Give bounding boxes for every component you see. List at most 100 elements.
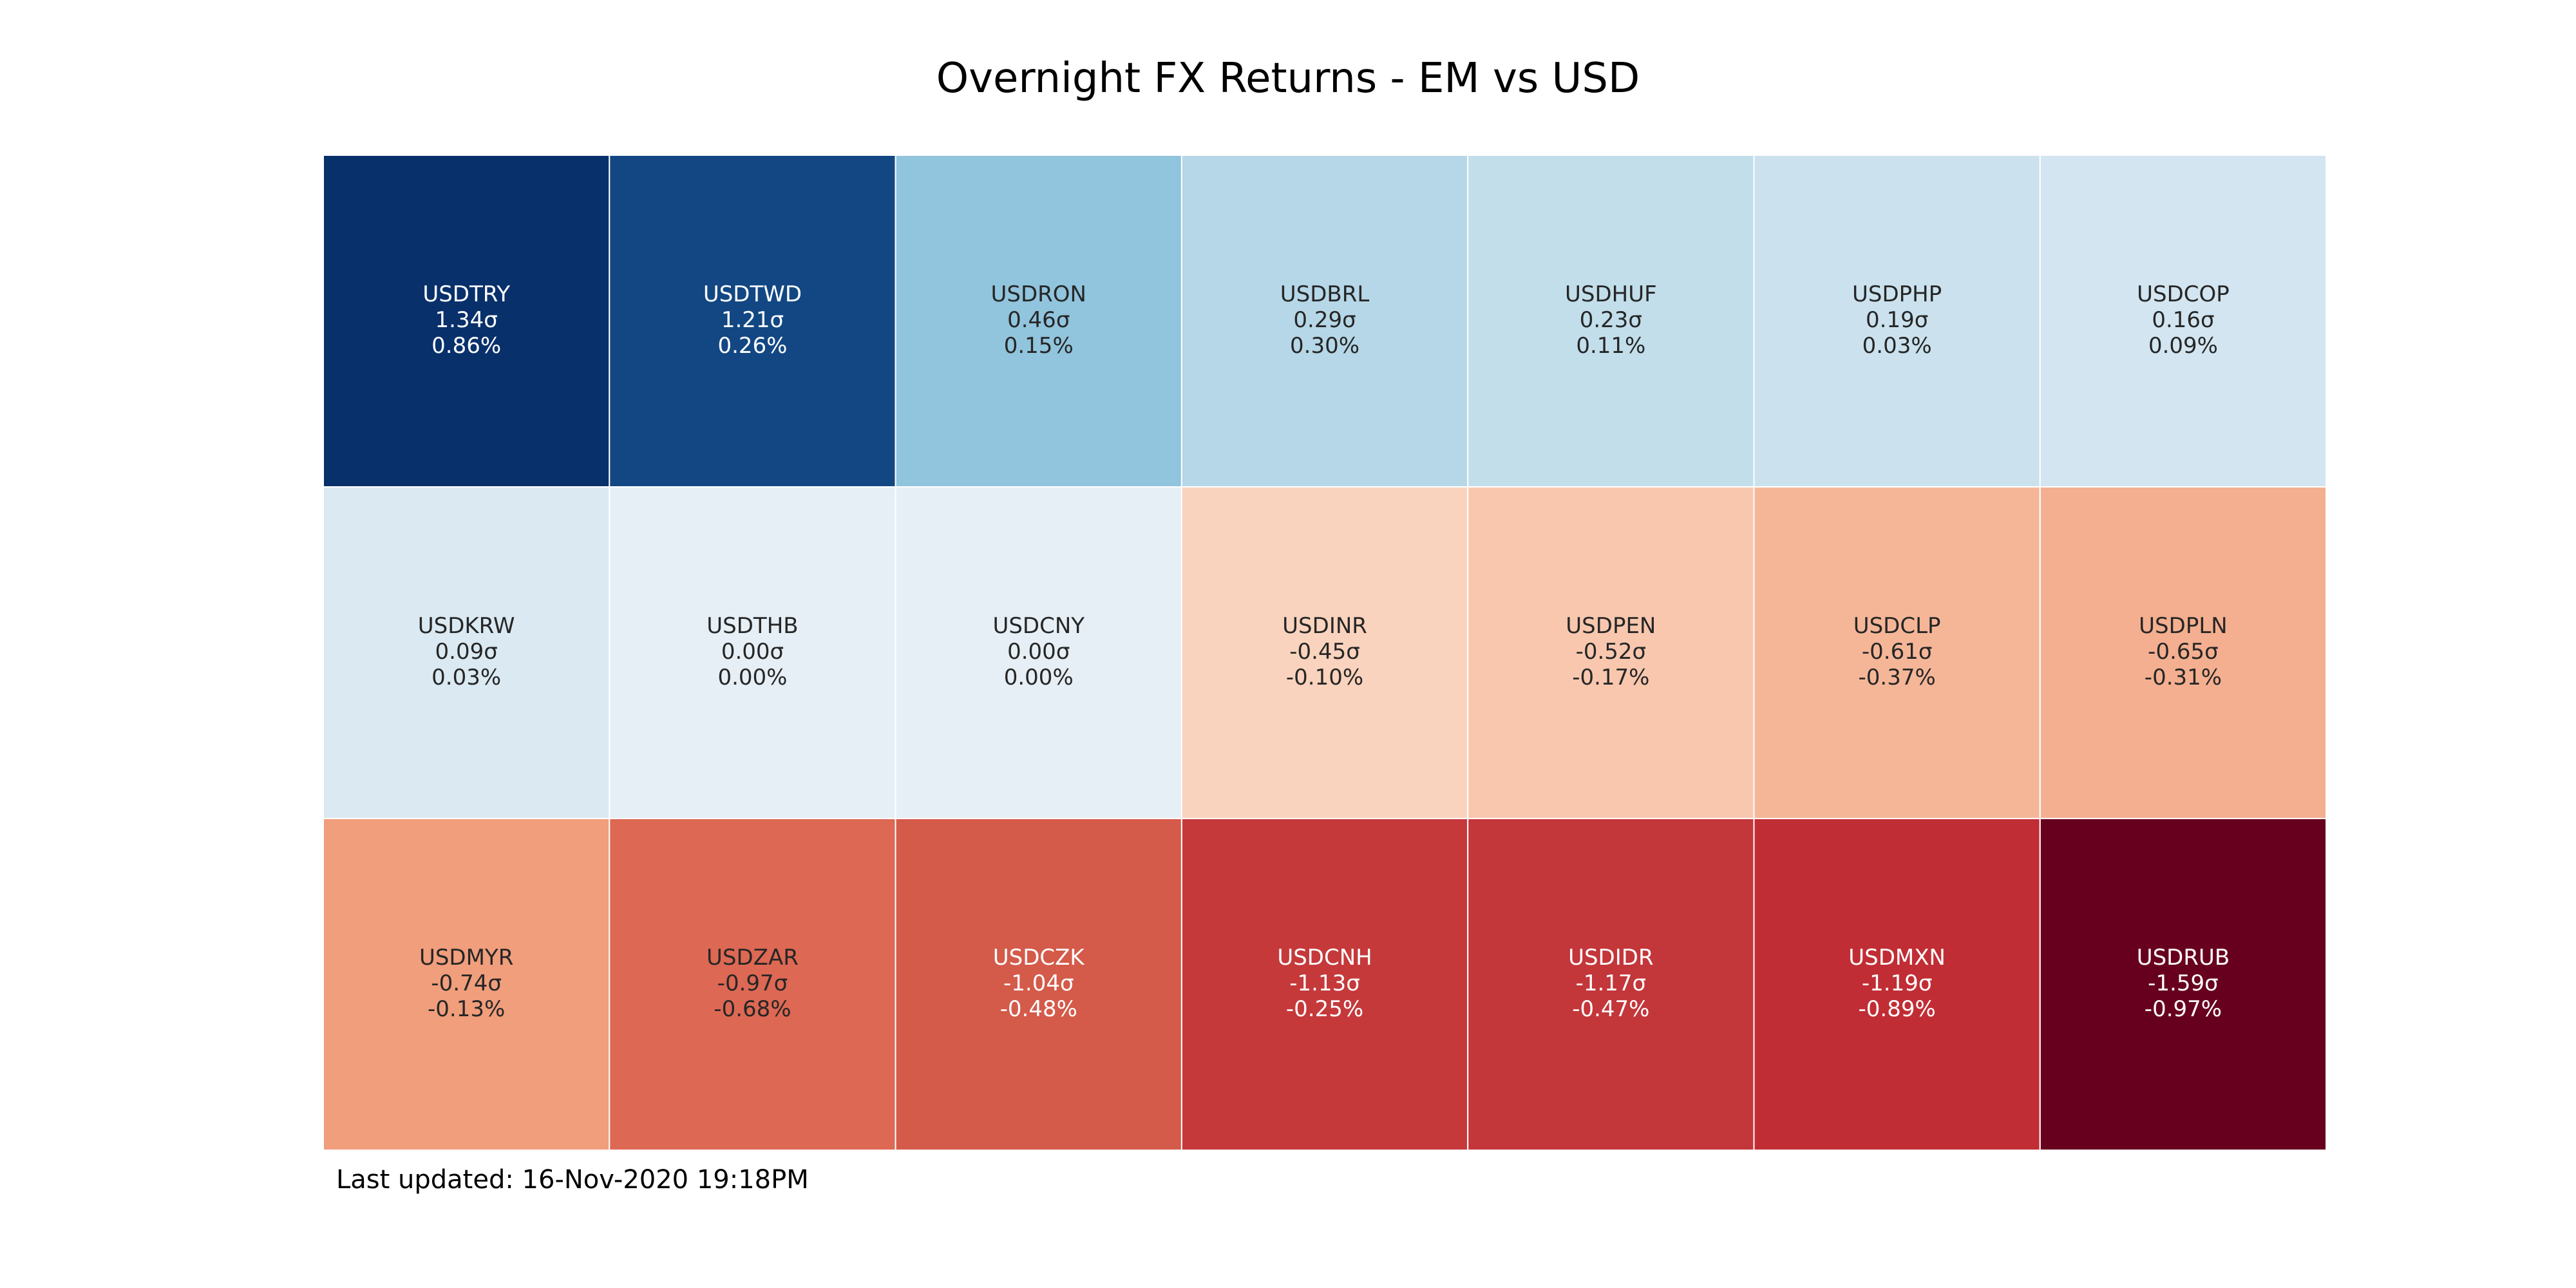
- heatmap-tile: [895, 486, 1182, 819]
- cell-pair-label: USDPLN: [2139, 613, 2228, 639]
- cell-sigma-label: 1.21σ: [721, 307, 784, 333]
- heatmap-tile: [1180, 818, 1469, 1151]
- heatmap-tile: [323, 486, 611, 819]
- cell-return-label: 0.09%: [2148, 333, 2218, 359]
- cell-sigma-label: 0.00σ: [1007, 639, 1070, 665]
- cell-return-label: 0.00%: [717, 665, 787, 690]
- cell-sigma-label: -0.61σ: [1862, 639, 1933, 665]
- heatmap-cell-usdmxn: USDMXN-1.19σ-0.89%: [1753, 818, 2041, 1151]
- cell-sigma-label: -1.59σ: [2148, 971, 2219, 996]
- cell-pair-label: USDZAR: [706, 945, 799, 971]
- cell-return-label: 0.03%: [1862, 333, 1932, 359]
- heatmap-tile: [2039, 486, 2327, 819]
- cell-pair-label: USDTWD: [703, 281, 802, 307]
- heatmap-tile: [609, 155, 896, 488]
- cell-sigma-label: -0.65σ: [2148, 639, 2219, 665]
- cell-return-label: 0.15%: [1004, 333, 1074, 359]
- cell-sigma-label: 0.19σ: [1866, 307, 1928, 333]
- heatmap-tile: [895, 818, 1182, 1151]
- heatmap-cell-usdczk: USDCZK-1.04σ-0.48%: [895, 818, 1182, 1151]
- heatmap-tile: [609, 818, 896, 1151]
- heatmap-tile: [1753, 818, 2041, 1151]
- heatmap-cell-usdinr: USDINR-0.45σ-0.10%: [1180, 486, 1469, 819]
- heatmap-cell-usdpen: USDPEN-0.52σ-0.17%: [1467, 486, 1755, 819]
- heatmap-tile: [1180, 155, 1469, 488]
- cell-pair-label: USDCNH: [1277, 945, 1372, 971]
- cell-pair-label: USDIDR: [1568, 945, 1653, 971]
- heatmap-tile: [609, 486, 896, 819]
- cell-pair-label: USDPEN: [1566, 613, 1656, 639]
- cell-pair-label: USDMYR: [419, 945, 513, 971]
- chart-title: Overnight FX Returns - EM vs USD: [936, 55, 1640, 102]
- cell-return-label: 0.86%: [431, 333, 501, 359]
- cell-sigma-label: -1.17σ: [1576, 971, 1647, 996]
- cell-sigma-label: -1.04σ: [1003, 971, 1074, 996]
- cell-sigma-label: -1.13σ: [1289, 971, 1360, 996]
- heatmap-tile: [323, 818, 611, 1151]
- cell-sigma-label: 0.29σ: [1293, 307, 1356, 333]
- cell-sigma-label: 0.23σ: [1580, 307, 1642, 333]
- cell-return-label: -0.89%: [1859, 996, 1936, 1022]
- cell-pair-label: USDTHB: [706, 613, 798, 639]
- cell-sigma-label: -0.52σ: [1576, 639, 1647, 665]
- cell-pair-label: USDCNY: [992, 613, 1084, 639]
- cell-pair-label: USDPHP: [1852, 281, 1942, 307]
- cell-pair-label: USDCLP: [1853, 613, 1941, 639]
- heatmap-cell-usdmyr: USDMYR-0.74σ-0.13%: [323, 818, 611, 1151]
- heatmap-tile: [323, 155, 611, 488]
- cell-pair-label: USDMXN: [1848, 945, 1946, 971]
- cell-return-label: 0.11%: [1576, 333, 1645, 359]
- cell-return-label: 0.03%: [431, 665, 501, 690]
- cell-sigma-label: -0.97σ: [717, 971, 788, 996]
- heatmap-cell-usdzar: USDZAR-0.97σ-0.68%: [609, 818, 896, 1151]
- heatmap-tile: [1467, 818, 1755, 1151]
- heatmap-tile: [895, 155, 1182, 488]
- cell-return-label: -0.10%: [1286, 665, 1363, 690]
- cell-pair-label: USDCZK: [993, 945, 1086, 971]
- cell-pair-label: USDTRY: [422, 281, 510, 307]
- cell-pair-label: USDRUB: [2137, 945, 2230, 971]
- heatmap-tile: [1753, 155, 2041, 488]
- cell-return-label: -0.97%: [2145, 996, 2222, 1022]
- cell-sigma-label: 0.16σ: [2152, 307, 2214, 333]
- cell-sigma-label: 0.00σ: [721, 639, 784, 665]
- cell-return-label: -0.25%: [1286, 996, 1363, 1022]
- cell-return-label: 0.30%: [1290, 333, 1359, 359]
- cell-sigma-label: 0.46σ: [1007, 307, 1070, 333]
- cell-return-label: -0.47%: [1572, 996, 1649, 1022]
- cell-return-label: 0.26%: [717, 333, 787, 359]
- cell-sigma-label: -0.74σ: [431, 971, 502, 996]
- heatmap-cell-usdcnh: USDCNH-1.13σ-0.25%: [1180, 818, 1469, 1151]
- cell-return-label: -0.68%: [714, 996, 791, 1022]
- heatmap-tile: [2039, 155, 2327, 488]
- heatmap-cell-usdidr: USDIDR-1.17σ-0.47%: [1467, 818, 1755, 1151]
- cell-sigma-label: -0.45σ: [1289, 639, 1360, 665]
- cell-pair-label: USDKRW: [418, 613, 515, 639]
- heatmap-tile: [1467, 486, 1755, 819]
- heatmap-cell-usdpln: USDPLN-0.65σ-0.31%: [2039, 486, 2327, 819]
- cell-return-label: 0.00%: [1004, 665, 1074, 690]
- cell-return-label: -0.31%: [2145, 665, 2222, 690]
- heatmap-tile: [1753, 486, 2041, 819]
- heatmap-cell-usdrub: USDRUB-1.59σ-0.97%: [2039, 818, 2327, 1151]
- last-updated-note: Last updated: 16-Nov-2020 19:18PM: [336, 1165, 809, 1195]
- cell-pair-label: USDINR: [1282, 613, 1367, 639]
- cell-sigma-label: 0.09σ: [435, 639, 498, 665]
- cell-pair-label: USDHUF: [1565, 281, 1657, 307]
- cell-pair-label: USDBRL: [1280, 281, 1370, 307]
- heatmap-cell-usdclp: USDCLP-0.61σ-0.37%: [1753, 486, 2041, 819]
- cell-sigma-label: -1.19σ: [1862, 971, 1933, 996]
- cell-return-label: -0.17%: [1572, 665, 1649, 690]
- cell-return-label: -0.37%: [1859, 665, 1936, 690]
- cell-return-label: -0.13%: [428, 996, 505, 1022]
